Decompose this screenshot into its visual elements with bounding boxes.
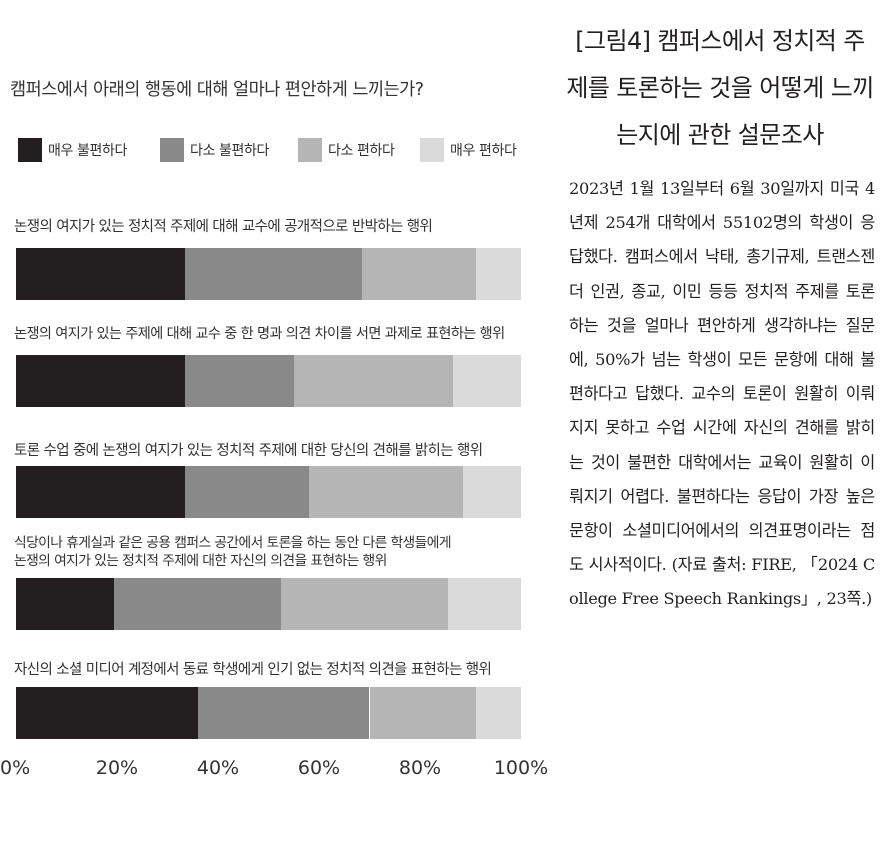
bar-segment [197,687,370,739]
chart-title: 캠퍼스에서 아래의 행동에 대해 얼마나 편안하게 느끼는가? [10,80,424,100]
figure-caption-body: 2023년 1월 13일부터 6월 30일까지 미국 4년제 254개 대학에서… [569,179,875,609]
legend-swatch [160,138,184,162]
bar-segment [361,248,476,300]
category-label: 자신의 소셜 미디어 계정에서 동료 학생에게 인기 없는 정치적 의견을 표현… [14,662,492,678]
x-tick-label: 60% [297,757,341,779]
bar-segment [369,687,476,739]
bar-segment [281,578,448,630]
bar-row [16,687,521,739]
bar-row [16,355,521,407]
category-label: 논쟁의 여지가 있는 주제에 대해 교수 중 한 명과 의견 차이를 서면 과제… [14,326,505,342]
bar-segment [16,578,115,630]
category-label: 식당이나 휴게실과 같은 공용 캠퍼스 공간에서 토론을 하는 동안 다른 학생… [14,535,452,569]
bar-segment [475,248,521,300]
x-tick-label: 40% [196,757,240,779]
legend-swatch [420,138,444,162]
x-tick-label: 100% [493,757,549,779]
bar-segment [16,687,198,739]
bar-segment [16,355,186,407]
figure-caption-title: [그림4] 캠퍼스에서 정치적 주제를 토론하는 것을 어떻게 느끼는지에 관한… [566,27,874,149]
legend-swatch [18,138,42,162]
legend-label: 다소 불편하다 [190,143,269,159]
x-tick-label: 0% [0,757,31,779]
x-tick-label: 80% [398,757,442,779]
bar-row [16,578,521,630]
bar-segment [293,355,453,407]
legend-label: 매우 불편하다 [48,143,127,159]
bar-segment [452,355,521,407]
bar-segment [16,466,186,518]
bar-segment [16,248,186,300]
caption-panel: [그림4] 캠퍼스에서 정치적 주제를 토론하는 것을 어떻게 느끼는지에 관한… [565,0,880,853]
bar-segment [114,578,282,630]
bar-segment [185,466,309,518]
bar-row [16,248,521,300]
bar-segment [475,687,521,739]
category-label: 토론 수업 중에 논쟁의 여지가 있는 정치적 주제에 대한 당신의 견해를 밝… [14,443,483,459]
x-tick-label: 20% [95,757,139,779]
category-label: 논쟁의 여지가 있는 정치적 주제에 대해 교수에 공개적으로 반박하는 행위 [14,219,433,235]
bar-segment [185,355,294,407]
bar-row [16,466,521,518]
legend-label: 매우 편하다 [450,143,517,159]
bar-segment [308,466,463,518]
bar-segment [462,466,521,518]
bar-segment [185,248,362,300]
legend-label: 다소 편하다 [328,143,395,159]
stacked-bar-chart: 캠퍼스에서 아래의 행동에 대해 얼마나 편안하게 느끼는가? 매우 불편하다 다… [0,80,548,779]
bar-segment [447,578,521,630]
legend-swatch [298,138,322,162]
